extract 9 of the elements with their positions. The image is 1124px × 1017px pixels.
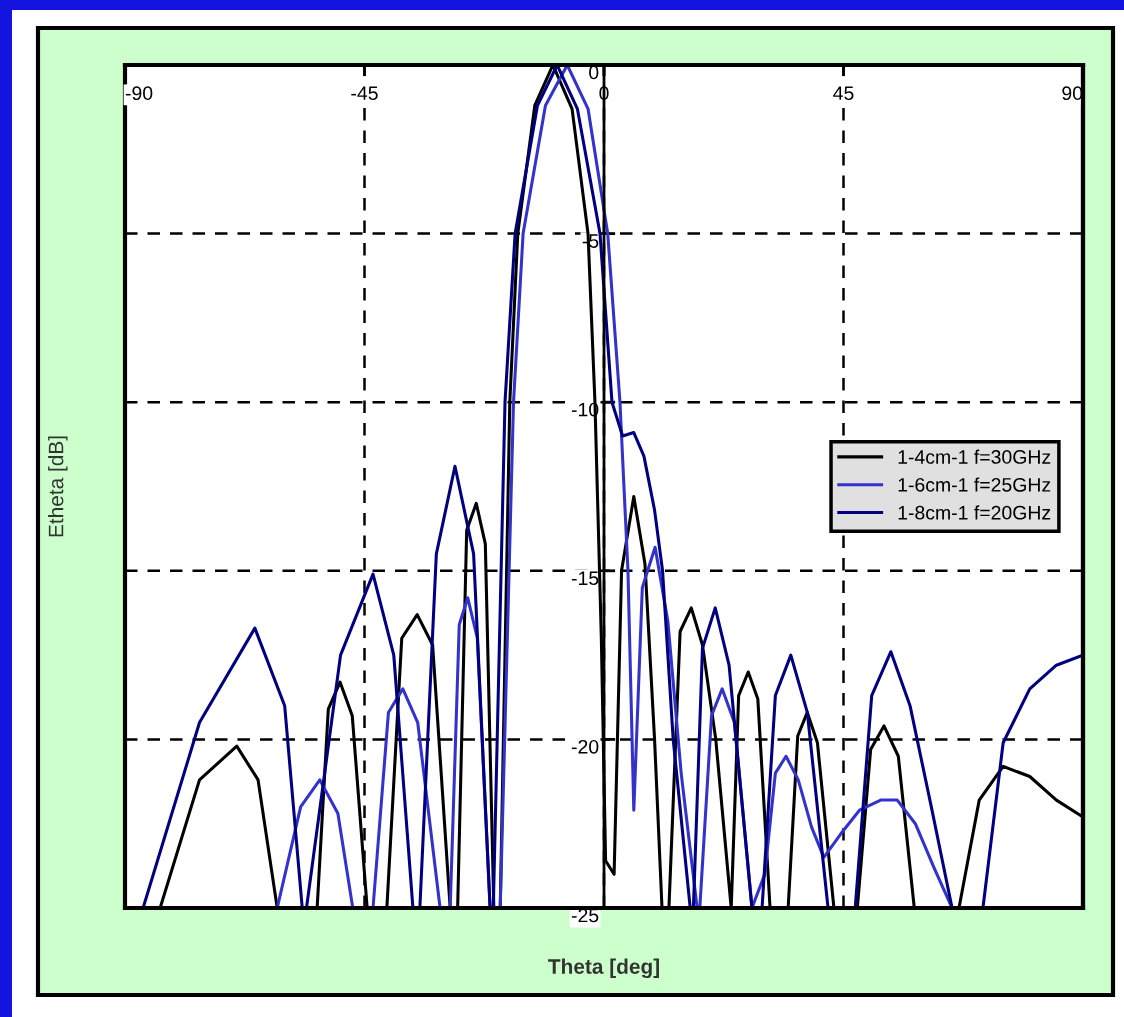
legend-label: 1-6cm-1 f=25GHz bbox=[898, 477, 1051, 492]
legend-label: 1-4cm-1 f=30GHz bbox=[898, 449, 1051, 464]
y-tick-label: -20 bbox=[571, 739, 599, 754]
x-tick-label: -90 bbox=[125, 86, 153, 101]
x-axis-title: Theta [deg] bbox=[548, 958, 659, 979]
x-tick-label: 45 bbox=[833, 86, 854, 101]
legend-label: 1-8cm-1 f=20GHz bbox=[898, 505, 1051, 520]
y-axis-title: Etheta [dB] bbox=[48, 436, 68, 537]
x-tick-label: -45 bbox=[351, 86, 378, 101]
